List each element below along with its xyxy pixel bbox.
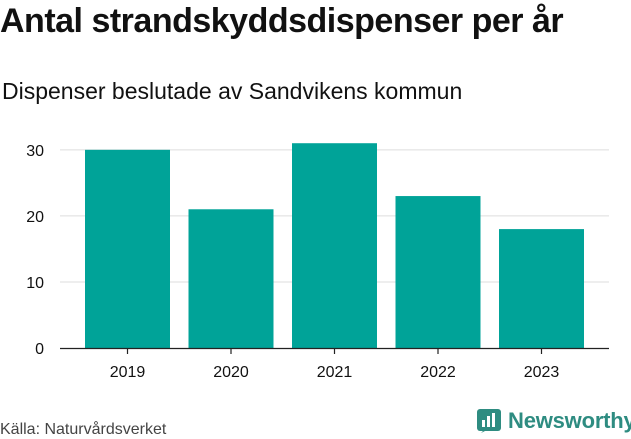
newsworthy-logo: Newsworthy [476,408,631,434]
bar-2020 [188,209,274,348]
x-tick-label: 2020 [213,364,249,381]
newsworthy-logo-icon [477,409,501,433]
bar-2023 [499,229,584,348]
y-tick-labels: 0 10 20 30 [26,143,44,358]
y-tick-label: 10 [26,275,44,292]
brand-name: Newsworthy [508,408,631,433]
x-axis [60,347,609,354]
x-tick-label: 2022 [420,364,456,381]
source-note: Källa: Naturvårdsverket [0,421,167,438]
chart-subtitle: Dispenser beslutade av Sandvikens kommun [2,78,463,104]
bar-2019 [85,149,170,348]
bar-2021 [292,143,377,348]
x-tick-label: 2021 [317,364,353,381]
bar-2022 [395,196,481,348]
bars [85,143,584,348]
chart-title: Antal strandskyddsdispenser per år [0,2,564,40]
x-tick-label: 2023 [524,364,560,381]
y-tick-label: 30 [26,143,44,160]
x-tick-label: 2019 [110,364,146,381]
y-tick-label: 0 [35,341,44,358]
x-tick-labels: 2019 2020 2021 2022 2023 [110,364,560,381]
y-tick-label: 20 [26,209,44,226]
